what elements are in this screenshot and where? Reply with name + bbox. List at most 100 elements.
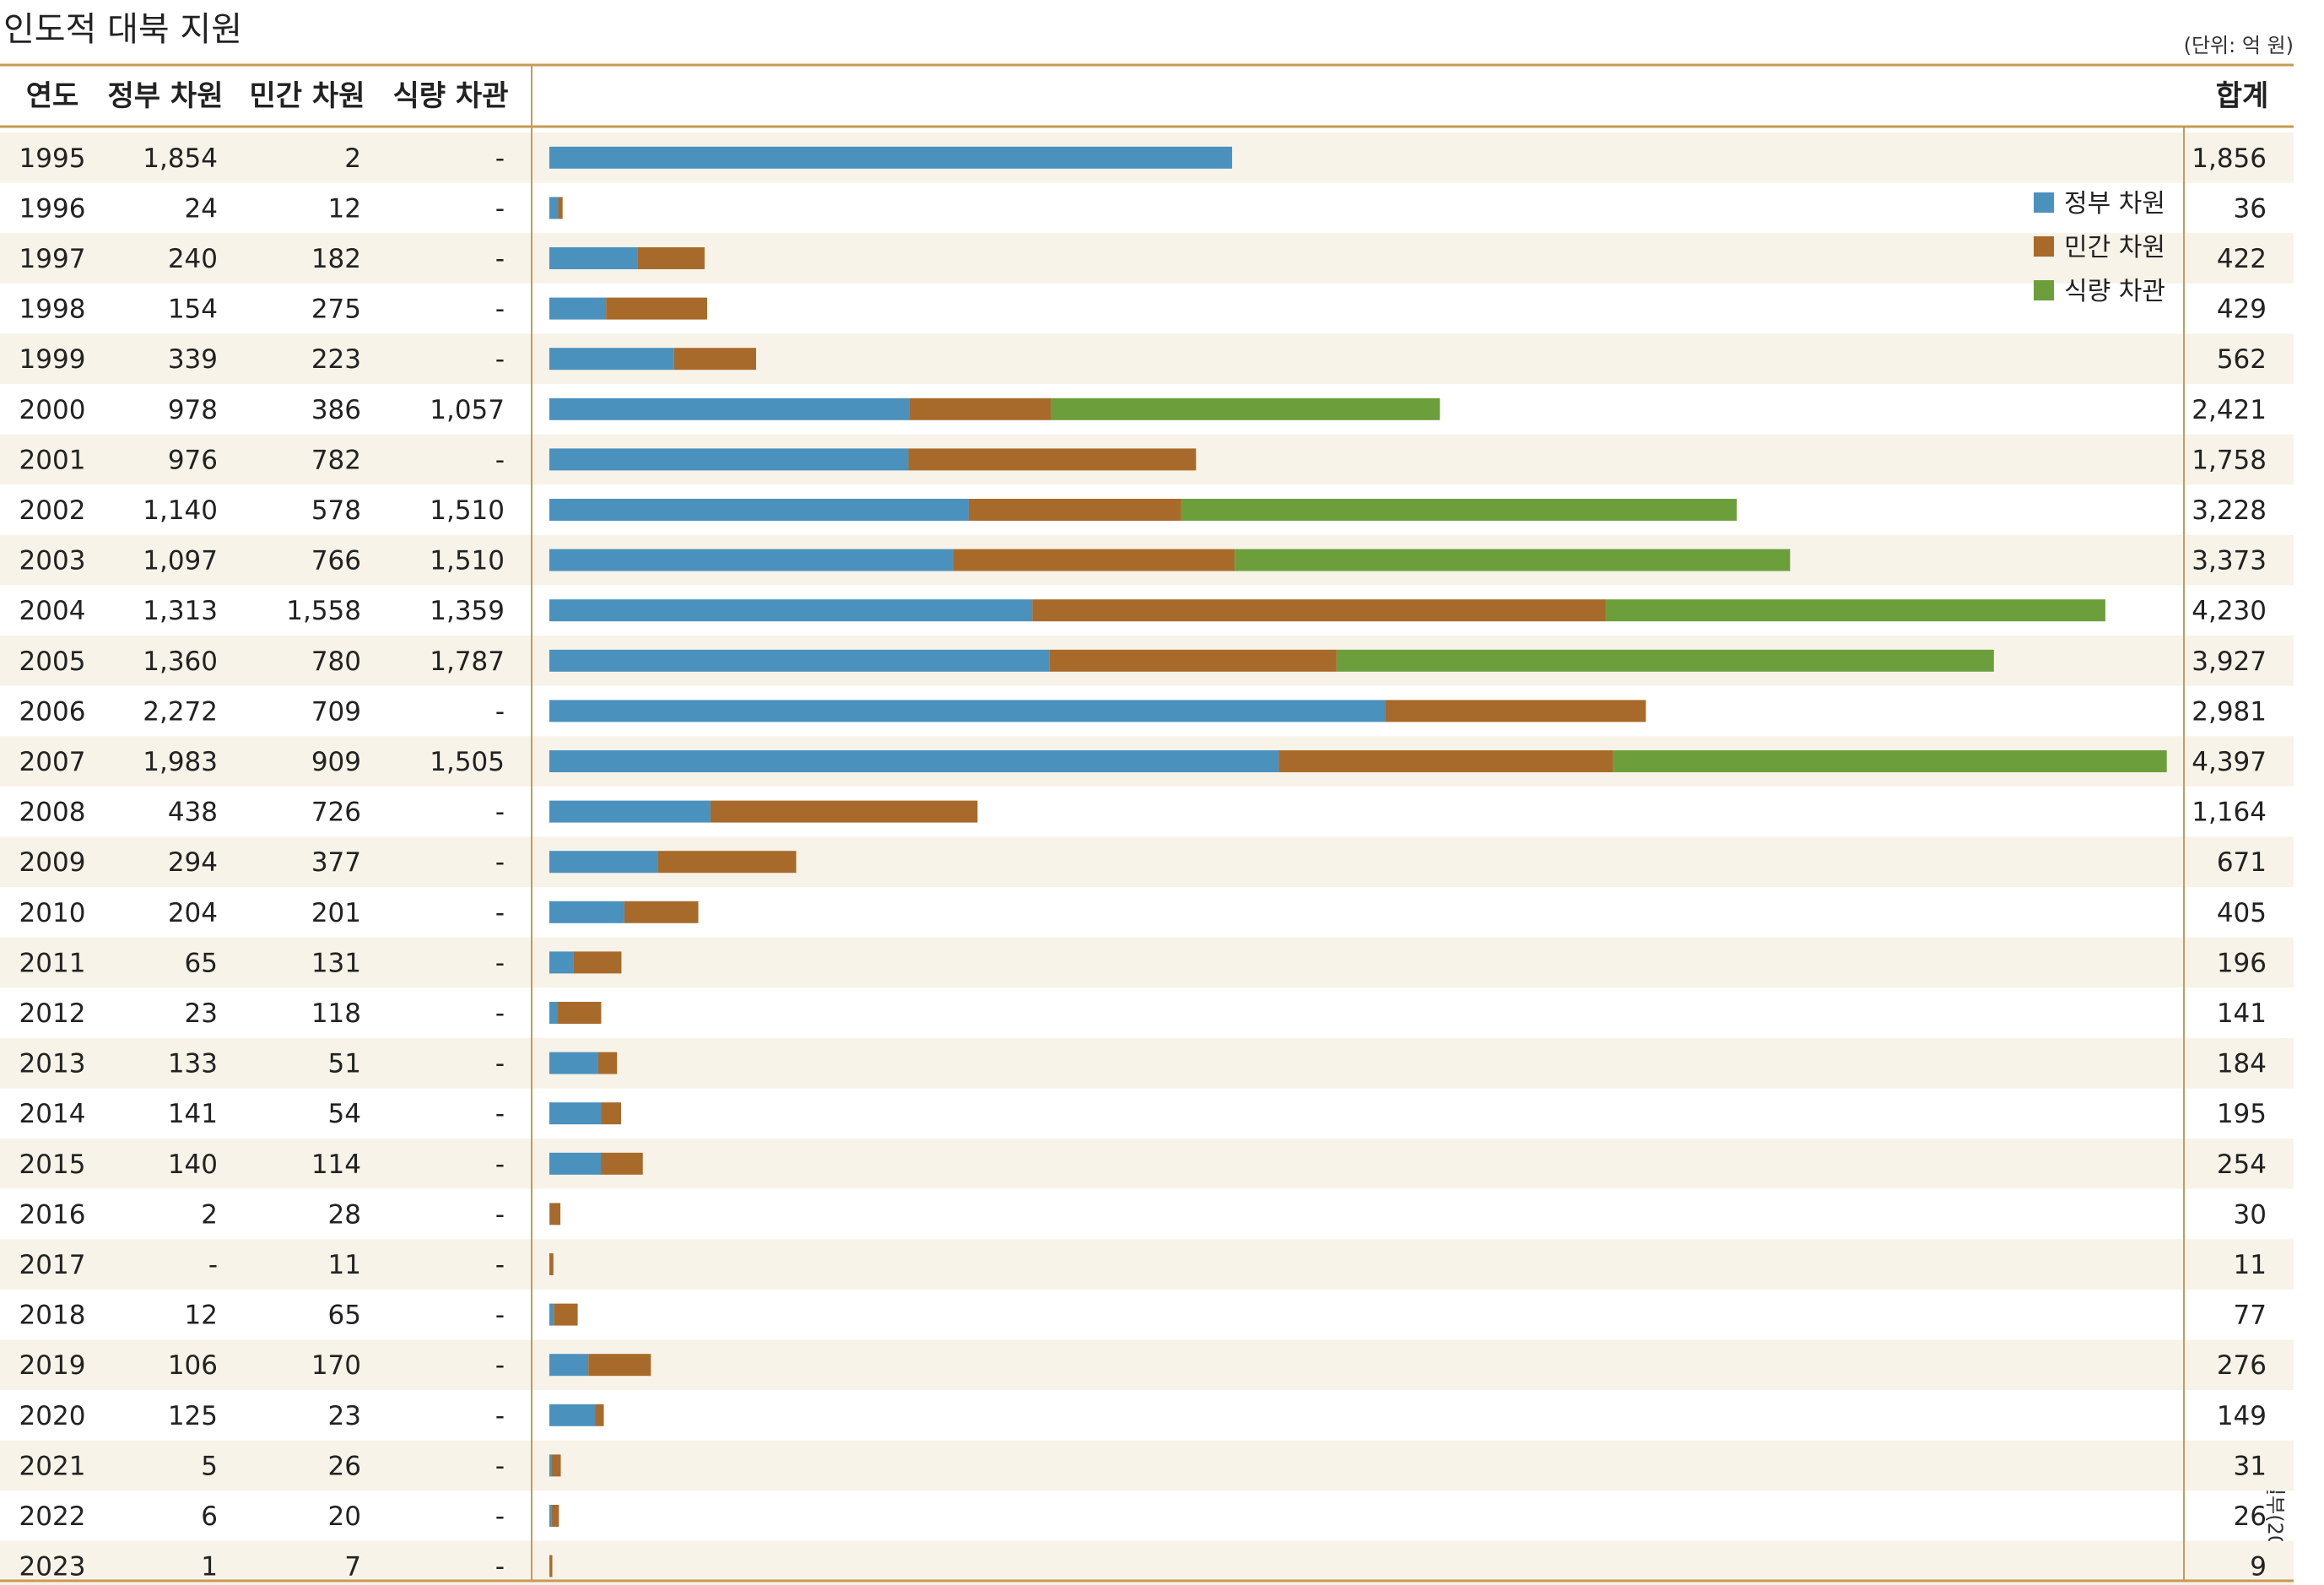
row-background <box>0 1540 2294 1585</box>
bar-gov <box>549 197 559 219</box>
bar-gov <box>549 1303 554 1326</box>
private-value: 766 <box>311 546 361 576</box>
year-label: 2021 <box>19 1451 86 1481</box>
bar-private <box>551 1505 559 1527</box>
table-row: 1996 24 12 - 36 <box>19 193 2267 224</box>
private-value: 114 <box>311 1150 361 1180</box>
year-label: 2014 <box>19 1099 86 1129</box>
total-value: 195 <box>2217 1099 2267 1129</box>
bar-gov <box>549 901 624 923</box>
food-value: - <box>495 696 505 727</box>
year-label: 2017 <box>19 1250 86 1280</box>
gov-value: 154 <box>168 295 218 325</box>
table-row: 2008 438 726 - 1,164 <box>19 798 2267 828</box>
table-row: 2014 141 54 - 195 <box>19 1099 2267 1129</box>
private-value: 386 <box>311 395 361 425</box>
gov-value: - <box>208 1250 218 1280</box>
bar-private <box>1385 700 1646 722</box>
bar-gov <box>549 951 574 974</box>
bar-private <box>606 297 708 320</box>
gov-value: 140 <box>168 1150 218 1180</box>
table-row: 2015 140 114 - 254 <box>19 1150 2267 1180</box>
bar-food <box>1181 499 1738 521</box>
gov-value: 1,313 <box>143 596 218 626</box>
gov-value: 141 <box>168 1099 218 1129</box>
bar-private <box>597 1052 618 1074</box>
bar-private <box>637 247 705 269</box>
food-value: - <box>495 1401 505 1431</box>
total-value: 36 <box>2234 193 2267 224</box>
bar-private <box>558 1002 602 1024</box>
bar-gov <box>549 1354 589 1377</box>
private-value: 65 <box>328 1301 361 1331</box>
bar-gov <box>549 146 1232 169</box>
food-value: 1,510 <box>430 495 505 526</box>
legend-label-gov: 정부 차원 <box>2064 189 2165 219</box>
gov-value: 12 <box>185 1301 218 1331</box>
total-value: 9 <box>2250 1552 2267 1582</box>
private-value: 54 <box>328 1099 361 1129</box>
food-value: - <box>495 1501 505 1532</box>
bar-food <box>1605 599 2105 622</box>
gov-value: 976 <box>168 445 218 475</box>
table-row: 2016 2 28 - 30 <box>19 1199 2267 1230</box>
bar-private <box>953 549 1235 571</box>
total-value: 26 <box>2234 1501 2267 1532</box>
bar-private <box>710 800 978 823</box>
food-value: 1,787 <box>430 646 505 677</box>
table-row: 2019 106 170 - 276 <box>19 1350 2267 1381</box>
legend: 정부 차원 민간 차원 식량 차관 <box>2034 189 2165 306</box>
total-value: 30 <box>2234 1199 2267 1230</box>
food-value: - <box>495 295 505 325</box>
year-label: 1995 <box>19 143 86 174</box>
row-background <box>0 1239 2294 1290</box>
chart-title: 인도적 대북 지원 <box>3 10 243 49</box>
gov-value: 1,360 <box>143 646 218 677</box>
row-background <box>0 1339 2294 1390</box>
food-value: - <box>495 898 505 928</box>
food-value: 1,057 <box>430 395 505 425</box>
private-value: 223 <box>311 344 361 375</box>
private-value: 170 <box>311 1350 361 1381</box>
food-value: 1,359 <box>430 596 505 626</box>
food-value: - <box>495 193 505 224</box>
private-value: 20 <box>328 1501 361 1532</box>
private-value: 23 <box>328 1401 361 1431</box>
bar-gov <box>549 1052 598 1074</box>
gov-value: 1,983 <box>143 747 218 777</box>
private-value: 726 <box>311 798 361 828</box>
total-value: 77 <box>2234 1301 2267 1331</box>
bar-gov <box>549 700 1386 722</box>
bar-private <box>558 197 563 219</box>
year-label: 2012 <box>19 998 86 1029</box>
year-label: 2004 <box>19 596 86 626</box>
table-row: 2010 204 201 - 405 <box>19 898 2267 928</box>
food-value: - <box>495 445 505 475</box>
row-background <box>0 1440 2294 1491</box>
year-label: 2000 <box>19 395 86 425</box>
bar-food <box>1235 549 1791 571</box>
food-value: - <box>495 1250 505 1280</box>
private-value: 275 <box>311 295 361 325</box>
total-value: 31 <box>2234 1451 2267 1481</box>
private-value: 11 <box>328 1250 361 1280</box>
table-row: 2000 978 386 1,057 2,421 <box>19 395 2267 425</box>
private-value: 2 <box>344 143 361 174</box>
food-value: - <box>495 1199 505 1230</box>
private-value: 578 <box>311 495 361 526</box>
private-value: 909 <box>311 747 361 777</box>
table-row: 2007 1,983 909 1,505 4,397 <box>19 747 2267 777</box>
bar-gov <box>549 398 910 420</box>
gov-value: 133 <box>168 1049 218 1079</box>
private-value: 201 <box>311 898 361 928</box>
row-background <box>0 1037 2294 1089</box>
bar-private <box>554 1303 578 1326</box>
food-value: - <box>495 1451 505 1481</box>
row-background <box>0 333 2294 384</box>
bar-gov <box>549 549 954 571</box>
bar-private <box>657 851 797 874</box>
food-value: - <box>495 948 505 978</box>
year-label: 2022 <box>19 1501 86 1532</box>
bar-gov <box>549 800 711 823</box>
table-row: 2022 6 20 - 26 <box>19 1501 2267 1532</box>
